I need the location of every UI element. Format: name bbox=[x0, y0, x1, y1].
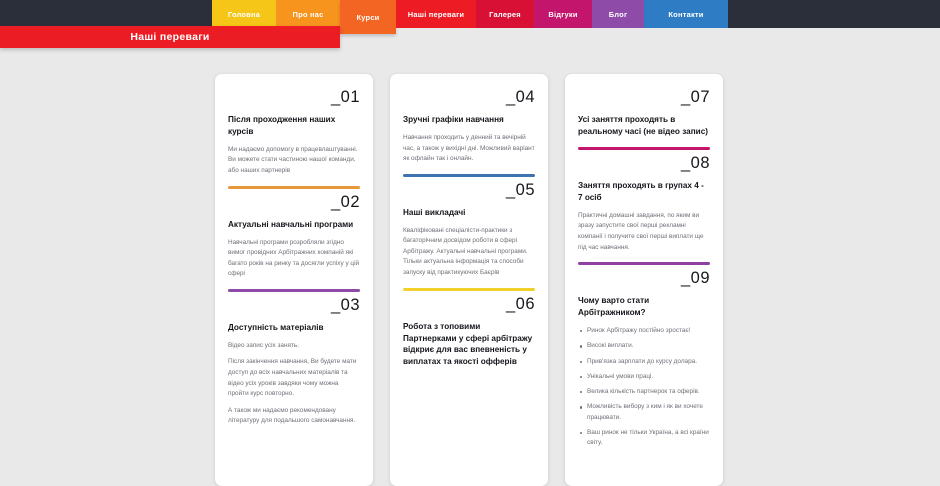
advantage-number: _06 bbox=[505, 294, 535, 313]
advantage-block: _03 Доступність матеріалів Відео запис усі… bbox=[228, 296, 360, 427]
advantage-block: _07 Усі заняття проходять в реальному час… bbox=[578, 88, 710, 150]
advantage-number: _05 bbox=[505, 180, 535, 199]
list-item: Ринок Арбітражу постійно зростає! bbox=[580, 326, 710, 336]
advantage-number: _09 bbox=[680, 269, 710, 288]
nav-tab-label: Головна bbox=[227, 9, 261, 19]
advantage-paragraph: Після закінчення навчання, Ви будете мат… bbox=[228, 358, 357, 398]
list-item: Високі виплати. bbox=[580, 341, 710, 351]
page-title: Наші переваги bbox=[130, 31, 210, 43]
section-divider bbox=[228, 185, 360, 189]
nav-tab-label: Галерея bbox=[489, 9, 521, 19]
advantage-title: Заняття проходять в групах 4 - 7 осіб bbox=[578, 181, 704, 202]
advantage-paragraph: Практичні домашні завдання, по яким ви з… bbox=[578, 211, 704, 251]
advantage-paragraph: Кваліфіковані спеціалісти-практики з баг… bbox=[403, 226, 528, 276]
advantage-title: Зручні графіки навчання bbox=[403, 115, 504, 125]
advantage-block: _04 Зручні графіки навчання Навчання прохо… bbox=[403, 88, 535, 177]
nav-tab-8[interactable]: Контакти bbox=[644, 0, 728, 28]
advantage-title: Чому варто стати Арбітражником? bbox=[578, 296, 650, 318]
advantages-card-column-3: _07 Усі заняття проходять в реальному час… bbox=[565, 74, 723, 486]
advantage-title: Після проходження наших курсів bbox=[228, 115, 336, 137]
section-divider bbox=[403, 287, 535, 291]
advantage-title: Доступність матеріалів bbox=[228, 323, 324, 333]
nav-tab-label: Курси bbox=[356, 12, 380, 22]
list-item: Прив'язка зарплати до курсу долара. bbox=[580, 357, 710, 367]
section-divider bbox=[578, 146, 710, 150]
advantage-block: _01 Після проходження наших курсів Ми нада… bbox=[228, 88, 360, 189]
advantage-block: _08 Заняття проходять в групах 4 - 7 осіб… bbox=[578, 153, 710, 266]
advantage-paragraph: Ми надаємо допомогу в працевлаштуванні. … bbox=[228, 145, 358, 175]
advantage-number: _08 bbox=[680, 153, 710, 172]
advantage-block: _02 Актуальні навчальні програми Навчальні… bbox=[228, 193, 360, 292]
list-item: Велика кількість партнерок та оферів. bbox=[580, 387, 710, 397]
nav-tab-label: Контакти bbox=[668, 9, 704, 19]
nav-left-spacer bbox=[0, 0, 212, 28]
nav-tab-label: Відгуки bbox=[548, 9, 578, 19]
advantage-title: Наші викладачі bbox=[403, 207, 466, 217]
advantage-paragraph: Відео запис усіх занять. bbox=[228, 341, 299, 349]
nav-tab-4[interactable]: Наші переваги bbox=[396, 0, 476, 28]
page-content: _01 Після проходження наших курсів Ми нада… bbox=[0, 48, 940, 486]
advantages-card-column-1: _01 Після проходження наших курсів Ми нада… bbox=[215, 74, 373, 486]
section-divider bbox=[578, 262, 710, 266]
advantage-number: _01 bbox=[330, 88, 360, 106]
advantage-title: Робота з топовими Партнерками у сфері ар… bbox=[403, 321, 533, 367]
advantage-paragraph: Навчання проходить у денний та вечірній … bbox=[403, 134, 535, 163]
list-item: Можливість вибору з ким і як ви хочете п… bbox=[580, 402, 710, 423]
nav-tab-2[interactable]: Про нас bbox=[276, 0, 340, 28]
advantage-block: _06 Робота з топовими Партнерками у сфері… bbox=[403, 295, 535, 369]
page-title-ribbon: Наші переваги bbox=[0, 26, 340, 48]
nav-tab-list: Головна Про нас Курси Наші переваги Галерея В… bbox=[212, 0, 728, 34]
advantage-number: _04 bbox=[505, 88, 535, 106]
advantages-card-column-2: _04 Зручні графіки навчання Навчання прохо… bbox=[390, 74, 548, 486]
advantage-number: _02 bbox=[330, 192, 360, 211]
advantage-number: _03 bbox=[330, 295, 360, 314]
advantage-title: Усі заняття проходять в реальному часі (… bbox=[578, 115, 708, 137]
advantage-paragraph: Навчальні програми розробляли згідно вим… bbox=[228, 238, 360, 278]
nav-tab-label: Блог bbox=[608, 9, 628, 19]
nav-tab-label: Наші переваги bbox=[407, 9, 465, 19]
advantage-number: _07 bbox=[680, 88, 710, 106]
nav-tab-3[interactable]: Курси bbox=[340, 0, 396, 34]
advantage-title: Актуальні навчальні програми bbox=[228, 219, 354, 229]
advantage-block: _09 Чому варто стати Арбітражником? Ринок … bbox=[578, 269, 710, 448]
top-navigation-bar: Головна Про нас Курси Наші переваги Галерея В… bbox=[0, 0, 940, 34]
list-item: Унікальні умови праці. bbox=[580, 372, 710, 382]
advantage-block: _05 Наші викладачі Кваліфіковані спеціаліс… bbox=[403, 181, 535, 291]
section-divider bbox=[228, 288, 360, 292]
nav-tab-6[interactable]: Відгуки bbox=[534, 0, 592, 28]
advantage-bullet-list: Ринок Арбітражу постійно зростає! Високі … bbox=[578, 326, 710, 448]
nav-tab-7[interactable]: Блог bbox=[592, 0, 644, 28]
advantages-card-grid: _01 Після проходження наших курсів Ми нада… bbox=[215, 74, 723, 486]
section-divider bbox=[403, 173, 535, 177]
nav-tab-1[interactable]: Головна bbox=[212, 0, 276, 28]
nav-tab-label: Про нас bbox=[292, 9, 324, 19]
list-item: Ваш ринок не тільки Україна, а всі країн… bbox=[580, 428, 710, 449]
advantage-paragraph: А також ми надаємо рекомендовану літерат… bbox=[228, 406, 356, 425]
nav-tab-5[interactable]: Галерея bbox=[476, 0, 534, 28]
